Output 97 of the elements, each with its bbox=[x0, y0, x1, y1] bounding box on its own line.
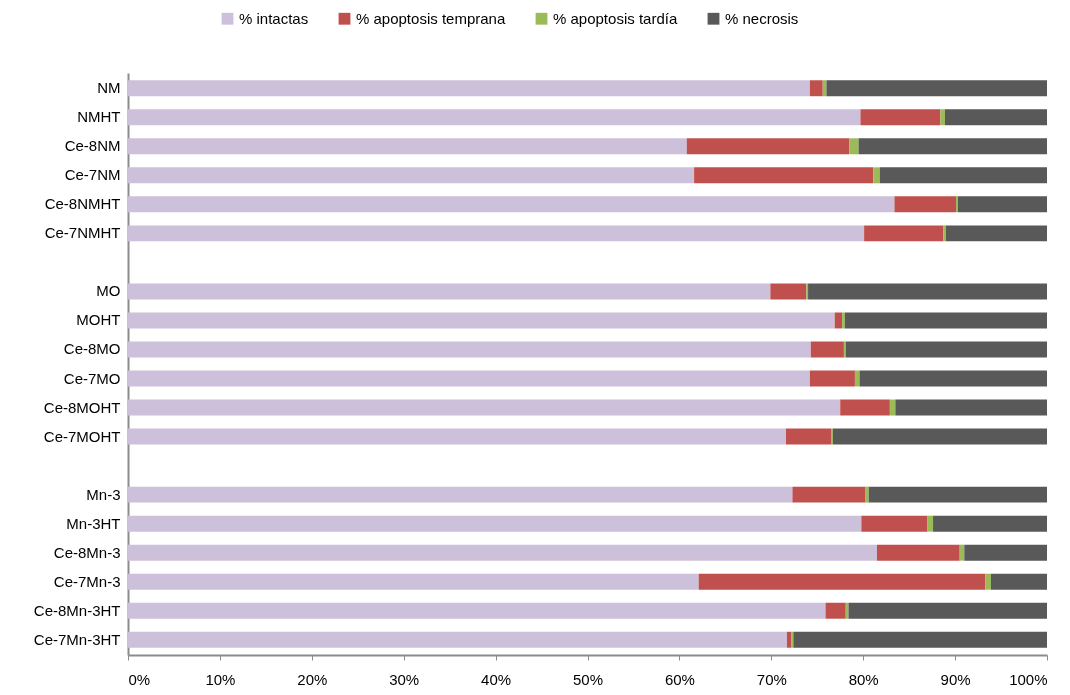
y-tick-label: NMHT bbox=[77, 108, 121, 126]
bar bbox=[842, 312, 845, 329]
bar bbox=[810, 341, 844, 358]
y-tick-label: Ce-7NM bbox=[64, 166, 121, 184]
bar bbox=[786, 428, 832, 445]
bar bbox=[128, 428, 786, 445]
x-tick-label: 70% bbox=[756, 670, 787, 688]
bar bbox=[854, 370, 860, 387]
bar bbox=[943, 225, 946, 242]
x-tick-label: 50% bbox=[572, 670, 604, 688]
bar bbox=[832, 428, 1047, 445]
bar bbox=[859, 370, 1047, 387]
x-tick-label: 30% bbox=[389, 670, 420, 688]
bar bbox=[128, 225, 865, 242]
y-tick-label: Mn-3HT bbox=[66, 514, 121, 532]
bar bbox=[128, 341, 811, 358]
y-tick-label: Ce-8NMHT bbox=[44, 195, 121, 213]
y-tick-label: NM bbox=[97, 79, 121, 97]
bar bbox=[864, 225, 944, 242]
bar bbox=[844, 312, 1047, 329]
bar bbox=[825, 602, 846, 619]
x-tick-label: 20% bbox=[297, 670, 328, 688]
y-tick-label: MO bbox=[96, 282, 121, 300]
y-tick-label: Ce-7Mn-3HT bbox=[33, 630, 121, 648]
x-tick-label: 100% bbox=[1009, 670, 1048, 688]
bar bbox=[889, 399, 896, 416]
x-tick-label: 40% bbox=[481, 670, 512, 688]
bar bbox=[895, 399, 1047, 416]
bar bbox=[944, 109, 1047, 126]
bar bbox=[826, 80, 1047, 97]
bar bbox=[865, 486, 869, 503]
bar bbox=[964, 544, 1047, 561]
legend-label: % intactas bbox=[239, 9, 309, 27]
bar bbox=[786, 631, 792, 648]
y-tick-label: Ce-7NMHT bbox=[44, 224, 121, 242]
y-tick-label: MOHT bbox=[76, 311, 121, 329]
bar bbox=[945, 225, 1047, 242]
bar bbox=[698, 573, 986, 590]
bar bbox=[128, 283, 771, 300]
y-tick-label: Ce-8NM bbox=[64, 137, 121, 155]
bar bbox=[128, 196, 895, 213]
bar bbox=[933, 515, 1047, 532]
bar bbox=[128, 370, 810, 387]
y-tick-label: Ce-7Mn-3 bbox=[53, 572, 121, 590]
bar bbox=[128, 399, 841, 416]
legend-label: % apoptosis tardía bbox=[553, 9, 678, 27]
y-tick-label: Mn-3 bbox=[86, 485, 121, 503]
bar bbox=[793, 631, 1047, 648]
bar bbox=[808, 283, 1047, 300]
bar bbox=[861, 515, 928, 532]
bar bbox=[848, 602, 1047, 619]
bar bbox=[879, 167, 1047, 184]
x-tick-label: 90% bbox=[940, 670, 971, 688]
x-tick-label: 0% bbox=[128, 670, 151, 688]
bar bbox=[834, 312, 843, 329]
y-tick-label: Ce-7MO bbox=[63, 369, 121, 387]
bar bbox=[686, 138, 850, 155]
bar bbox=[876, 544, 960, 561]
bar bbox=[985, 573, 991, 590]
bar bbox=[128, 631, 787, 648]
x-tick-label: 80% bbox=[848, 670, 879, 688]
bar bbox=[840, 399, 890, 416]
bar bbox=[128, 602, 826, 619]
bar bbox=[128, 486, 793, 503]
x-tick-label: 60% bbox=[664, 670, 695, 688]
bar bbox=[792, 486, 866, 503]
y-tick-label: Ce-7MOHT bbox=[43, 427, 121, 445]
y-tick-label: Ce-8MO bbox=[63, 340, 121, 358]
legend-label: % apoptosis temprana bbox=[356, 9, 506, 27]
bar bbox=[849, 138, 859, 155]
bar bbox=[128, 312, 835, 329]
legend-label: % necrosis bbox=[725, 9, 799, 27]
bar bbox=[957, 196, 1047, 213]
bar bbox=[990, 573, 1047, 590]
bar bbox=[809, 370, 855, 387]
bar bbox=[694, 167, 874, 184]
bar bbox=[128, 573, 699, 590]
bar bbox=[128, 138, 687, 155]
bar bbox=[809, 80, 823, 97]
bar bbox=[894, 196, 957, 213]
bar bbox=[845, 341, 1047, 358]
bar bbox=[128, 544, 877, 561]
bar bbox=[940, 109, 945, 126]
bar bbox=[860, 109, 941, 126]
y-tick-label: Ce-8Mn-3HT bbox=[33, 601, 121, 619]
bar bbox=[927, 515, 934, 532]
y-tick-label: Ce-8Mn-3 bbox=[53, 543, 121, 561]
bar bbox=[128, 515, 862, 532]
x-tick-label: 10% bbox=[205, 670, 236, 688]
bar bbox=[128, 167, 695, 184]
bar bbox=[128, 109, 861, 126]
bar bbox=[873, 167, 880, 184]
bar bbox=[770, 283, 807, 300]
y-tick-label: Ce-8MOHT bbox=[43, 398, 121, 416]
bar bbox=[858, 138, 1047, 155]
bar bbox=[868, 486, 1047, 503]
bar bbox=[128, 80, 810, 97]
